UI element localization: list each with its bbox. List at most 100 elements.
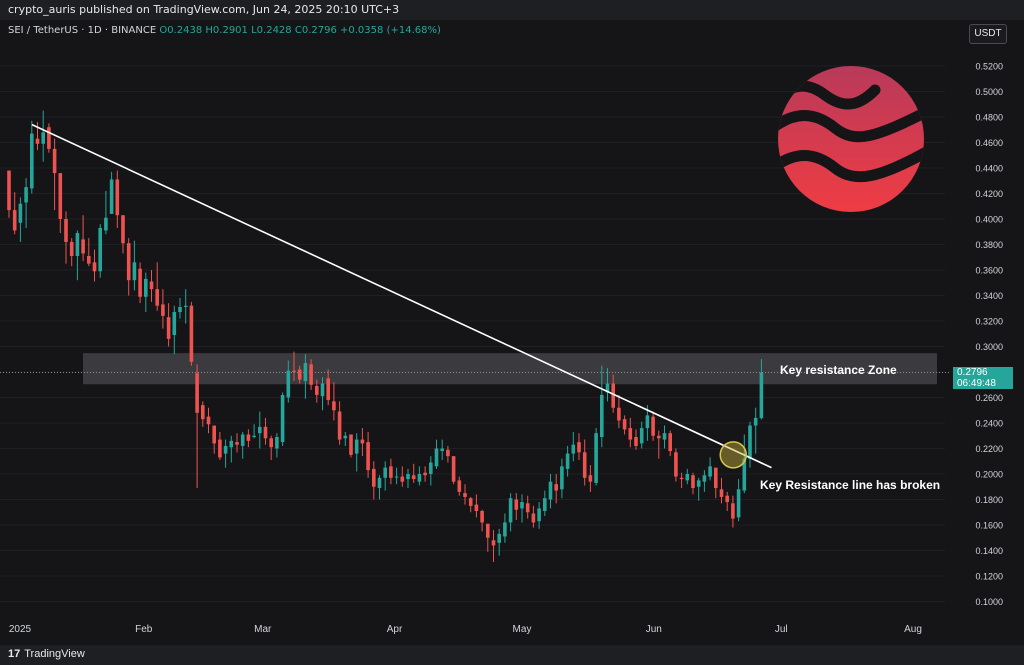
candle-body [719,489,724,497]
price-tick-label: 0.1600 [975,521,1003,531]
candle-body [269,438,273,448]
candle-body [183,305,188,307]
candle-body [69,241,74,256]
candle-body [429,462,433,474]
last-price-tag: 0.2796 06:49:48 [953,367,1013,389]
price-tick-label: 0.1800 [975,495,1003,505]
candle-body [554,484,558,491]
candle-body [571,444,576,454]
candle-body [332,401,336,411]
candle-body [668,433,672,452]
price-tick-label: 0.2000 [975,470,1003,480]
price-tick-label: 0.4000 [975,215,1003,225]
candle-body [58,173,63,219]
candle-body [172,312,177,336]
candle-body [30,133,34,189]
candle-body [417,474,422,482]
candle-body [742,458,747,491]
tradingview-logo[interactable]: 17 TradingView [8,648,85,660]
candle-body [366,442,370,471]
candle-body [389,466,393,478]
price-tick-label: 0.1400 [975,546,1003,556]
open-value: O0.2438 [159,25,203,36]
candle-body [423,472,427,476]
candle-body [132,262,137,281]
price-tick-label: 0.3600 [975,266,1003,276]
candle-body [622,419,627,430]
candle-body [115,179,120,216]
candle-body [611,383,615,408]
price-tick-label: 0.3400 [975,291,1003,301]
resistance-zone[interactable] [83,353,937,385]
candle-body [662,433,667,440]
candle-body [617,407,621,421]
candle-body [81,239,85,254]
candle-body [360,439,365,444]
candle-body [121,215,125,244]
candle-body [457,480,462,492]
candle-body [286,370,291,398]
candle-body [411,475,416,480]
candle-body [634,437,638,446]
candle-body [725,495,729,503]
price-tick-label: 0.3000 [975,342,1003,352]
candle-body [503,522,507,537]
candle-body [178,306,182,313]
candle-body [685,474,690,481]
candle-body [520,502,524,509]
symbol-pair[interactable]: SEI / TetherUS · 1D · BINANCE [8,25,157,36]
candle-body [240,434,245,446]
candle-body [679,477,684,480]
candle-body [87,255,91,264]
currency-button[interactable]: USDT [969,24,1007,44]
candle-body [92,262,97,272]
candle-body [275,437,279,449]
candle-body [577,442,581,453]
candle-body [320,383,325,397]
candle-body [75,233,80,256]
price-tick-label: 0.2200 [975,444,1003,454]
time-tick-label: Mar [254,624,272,635]
high-value: H0.2901 [205,25,248,36]
price-tick-label: 0.3200 [975,317,1003,327]
candle-body [514,499,519,510]
candle-body [451,456,456,482]
candle-body [657,435,661,439]
candle-body [309,364,313,385]
candle-body [594,433,598,483]
symbol-legend[interactable]: SEI / TetherUS · 1D · BINANCE O0.2438 H0… [8,25,441,36]
candle-body [708,466,712,477]
candle-body [161,304,165,316]
candle-body [582,452,587,478]
price-tick-label: 0.4200 [975,189,1003,199]
candle-body [600,394,604,438]
candle-body [47,127,51,149]
price-tick-label: 0.1200 [975,572,1003,582]
candle-body [508,498,513,523]
trendline[interactable] [31,123,772,469]
candle-body [166,317,171,339]
break-label: Key Resistance line has broken [760,478,940,492]
candle-body [491,540,496,546]
candle-body [315,386,319,395]
price-tick-label: 0.3800 [975,240,1003,250]
candle-body [691,475,695,489]
candle-body [52,148,57,174]
candle-body [144,278,148,297]
candle-body [605,383,610,393]
price-chart[interactable]: 0.5200 0.5000 0.4800 0.4600 0.4400 0.4200 0.40… [0,0,1024,645]
candle-body [263,426,268,439]
candle-body [480,510,484,523]
time-axis[interactable]: 2025 Feb Mar Apr May Jun Jul Aug [9,624,922,635]
candle-body [104,217,108,231]
price-axis[interactable]: 0.5200 0.5000 0.4800 0.4600 0.4400 0.4200 0.40… [975,62,1003,608]
candle-body [531,513,536,523]
candle-body [212,425,216,444]
close-value: C0.2796 [294,25,337,36]
candle-body [149,281,154,290]
price-tick-label: 0.2600 [975,393,1003,403]
candle-body [195,373,199,413]
candle-body [702,475,707,482]
candle-body [252,435,256,438]
candle-body [98,227,102,272]
